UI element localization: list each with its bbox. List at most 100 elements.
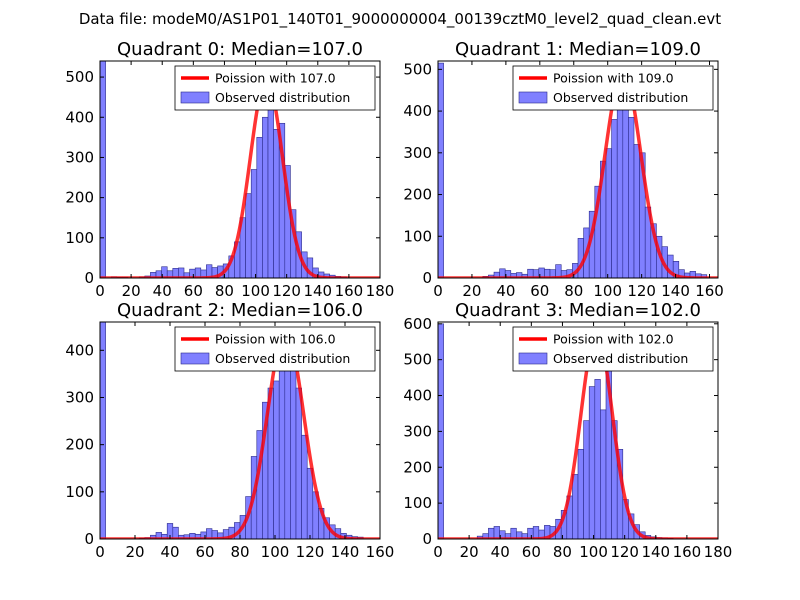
histogram-bar (438, 62, 444, 278)
x-tick-label: 140 (303, 282, 332, 300)
histogram-bar (301, 434, 308, 539)
legend-label-observed: Observed distribution (553, 351, 688, 366)
x-tick-label: 0 (95, 543, 105, 561)
legend-label-observed: Observed distribution (215, 90, 350, 105)
y-tick-label: 500 (403, 351, 432, 369)
legend: Poission with 109.0 Observed distribution (512, 65, 714, 111)
y-tick-label: 100 (403, 494, 432, 512)
plot-area (100, 322, 380, 539)
histogram-bar (273, 129, 280, 278)
x-tick-label: 140 (331, 543, 360, 561)
y-tick-label: 300 (65, 148, 94, 166)
legend-bar-swatch (180, 352, 210, 365)
axes-frame (437, 321, 719, 540)
histogram-bar (588, 386, 596, 539)
y-tick-label: 100 (403, 227, 432, 245)
x-tick-label: 180 (704, 543, 733, 561)
x-tick-label: 20 (462, 282, 481, 300)
histogram-bar (616, 104, 624, 278)
x-tick-label: 60 (530, 282, 549, 300)
x-tick-label: 160 (335, 282, 364, 300)
histogram-bar (273, 380, 280, 539)
histogram-bar (306, 467, 314, 539)
y-tick-label: 200 (65, 189, 94, 207)
y-tick-label: 300 (403, 144, 432, 162)
x-tick-label: 100 (261, 543, 290, 561)
panel-title: Quadrant 3: Median=102.0 (455, 300, 701, 321)
legend-label-poisson: Poission with 109.0 (553, 71, 674, 86)
x-tick-label: 60 (195, 543, 214, 561)
y-tick-label: 0 (422, 530, 432, 548)
histogram-bar (262, 116, 269, 278)
x-tick-label: 0 (433, 282, 443, 300)
histogram-bar (278, 354, 286, 539)
panel-quadrant-0: 0 20 40 60 80 100 120 140 160 1800100200300400500… (65, 39, 394, 300)
figure-suptitle: Data file: modeM0/AS1P01_140T01_90000000… (79, 10, 721, 29)
x-tick-label: 80 (564, 282, 583, 300)
x-tick-label: 120 (296, 543, 325, 561)
panel-title: Quadrant 2: Median=106.0 (117, 300, 363, 321)
legend: Poission with 107.0 Observed distribution (174, 65, 376, 111)
plot-area (438, 62, 718, 278)
x-tick-label: 60 (184, 282, 203, 300)
y-tick-label: 600 (403, 315, 432, 333)
legend-label-poisson: Poission with 102.0 (553, 332, 674, 347)
panel-title: Quadrant 0: Median=107.0 (117, 39, 363, 60)
x-tick-label: 120 (272, 282, 301, 300)
y-tick-label: 200 (65, 436, 94, 454)
histogram-bar (577, 449, 584, 539)
y-tick-label: 400 (403, 387, 432, 405)
y-tick-label: 500 (403, 60, 432, 78)
y-tick-label: 500 (65, 68, 94, 86)
y-tick-label: 0 (84, 269, 94, 287)
poisson-curve (438, 331, 718, 539)
panels-container: 0 20 40 60 80 100 120 140 160 1800100200300400500… (65, 39, 732, 561)
x-tick-label: 100 (241, 282, 270, 300)
panel-quadrant-3: 0 20 40 60 80 100 120 140 160 1800100200300400500… (403, 300, 732, 561)
histogram-bar (172, 526, 179, 539)
histogram-bar (493, 526, 500, 539)
x-tick-label: 20 (122, 282, 141, 300)
y-tick-label: 100 (65, 229, 94, 247)
x-tick-label: 40 (496, 282, 515, 300)
y-tick-label: 300 (65, 388, 94, 406)
y-tick-label: 400 (65, 108, 94, 126)
legend-bar-swatch (518, 91, 548, 104)
panel-quadrant-2: 0 20 40 60 80 100 120 140 160 0 100 200 300 400 Quadra… (65, 300, 394, 561)
x-tick-label: 160 (366, 543, 395, 561)
y-tick-label: 300 (403, 422, 432, 440)
x-tick-label: 100 (579, 543, 608, 561)
axes-frame (437, 60, 719, 279)
histogram-bar (633, 144, 640, 278)
x-tick-label: 80 (230, 543, 249, 561)
x-tick-label: 0 (95, 282, 105, 300)
histogram-bar (100, 322, 106, 539)
legend-label-observed: Observed distribution (553, 90, 688, 105)
legend: Poission with 102.0 Observed distribution (512, 326, 714, 372)
x-tick-label: 20 (125, 543, 144, 561)
histogram-bar (600, 409, 607, 539)
poisson-curve (100, 329, 380, 539)
legend-label-observed: Observed distribution (215, 351, 350, 366)
x-tick-label: 40 (491, 543, 510, 561)
legend-label-poisson: Poission with 106.0 (215, 332, 336, 347)
x-tick-label: 140 (641, 543, 670, 561)
legend-label-poisson: Poission with 107.0 (215, 71, 336, 86)
poisson-curve (438, 69, 718, 278)
y-tick-label: 100 (65, 483, 94, 501)
histogram-bar (572, 474, 579, 539)
x-tick-label: 100 (593, 282, 622, 300)
y-tick-label: 200 (403, 458, 432, 476)
x-tick-label: 80 (215, 282, 234, 300)
x-tick-label: 40 (160, 543, 179, 561)
y-tick-label: 0 (84, 530, 94, 548)
x-tick-label: 60 (522, 543, 541, 561)
x-tick-label: 40 (153, 282, 172, 300)
y-tick-label: 400 (403, 102, 432, 120)
histogram-bar (583, 420, 590, 539)
x-tick-label: 20 (460, 543, 479, 561)
legend: Poission with 106.0 Observed distribution (174, 326, 376, 372)
axes-frame (99, 60, 381, 279)
legend-bar-swatch (518, 352, 548, 365)
histogram-bar (245, 193, 252, 278)
